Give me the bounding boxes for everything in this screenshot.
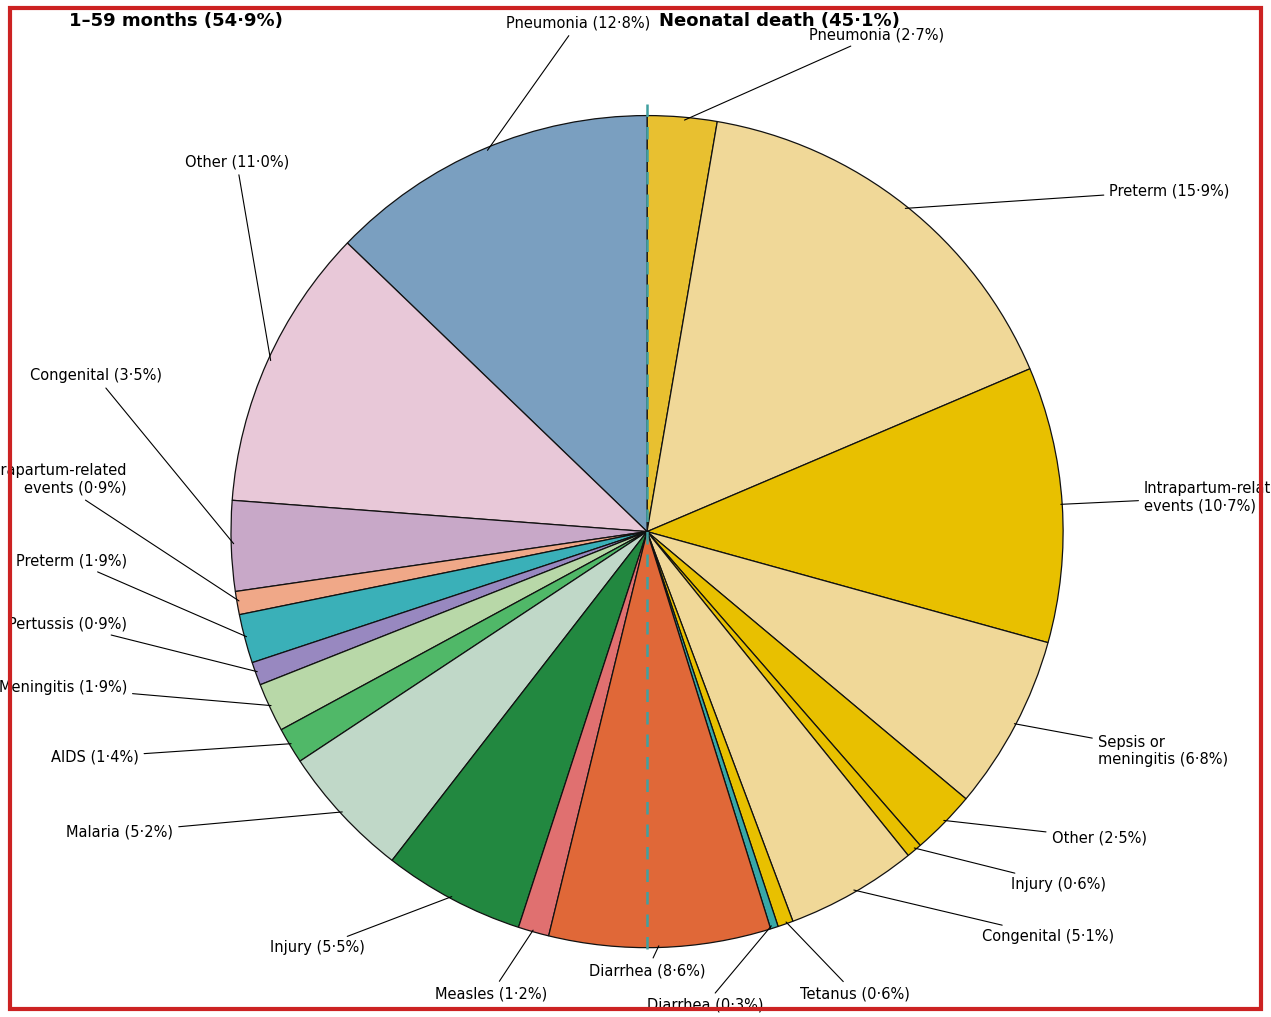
Text: Diarrhea (8·6%): Diarrhea (8·6%) bbox=[588, 946, 705, 978]
Text: Malaria (5·2%): Malaria (5·2%) bbox=[66, 812, 342, 840]
Wedge shape bbox=[231, 500, 647, 592]
Wedge shape bbox=[252, 532, 647, 684]
Text: Injury (0·6%): Injury (0·6%) bbox=[914, 848, 1106, 892]
Wedge shape bbox=[281, 532, 647, 761]
Text: Preterm (1·9%): Preterm (1·9%) bbox=[15, 553, 247, 637]
Wedge shape bbox=[647, 532, 920, 855]
Wedge shape bbox=[647, 532, 1049, 798]
Text: Other (11·0%): Other (11·0%) bbox=[184, 155, 289, 361]
Wedge shape bbox=[647, 532, 909, 921]
Text: Pneumonia (12·8%): Pneumonia (12·8%) bbox=[488, 15, 649, 151]
Text: Intrapartum-related
events (0·9%): Intrapartum-related events (0·9%) bbox=[0, 464, 239, 601]
Wedge shape bbox=[647, 532, 966, 845]
Text: Diarrhea (0·3%): Diarrhea (0·3%) bbox=[647, 925, 771, 1013]
Text: Congenital (5·1%): Congenital (5·1%) bbox=[854, 890, 1115, 944]
Text: Measles (1·2%): Measles (1·2%) bbox=[435, 931, 547, 1002]
Wedge shape bbox=[647, 369, 1063, 643]
Text: Tetanus (0·6%): Tetanus (0·6%) bbox=[785, 922, 910, 1002]
Text: Preterm (15·9%): Preterm (15·9%) bbox=[905, 183, 1230, 208]
Text: Other (2·5%): Other (2·5%) bbox=[944, 821, 1146, 845]
Text: Pneumonia (2·7%): Pneumonia (2·7%) bbox=[685, 27, 944, 120]
Wedge shape bbox=[347, 116, 647, 532]
Wedge shape bbox=[235, 532, 647, 614]
Wedge shape bbox=[549, 532, 770, 948]
Wedge shape bbox=[647, 532, 778, 929]
Wedge shape bbox=[233, 243, 647, 532]
Wedge shape bbox=[261, 532, 647, 730]
Wedge shape bbox=[239, 532, 647, 663]
Wedge shape bbox=[519, 532, 647, 936]
Wedge shape bbox=[391, 532, 647, 928]
Text: Meningitis (1·9%): Meningitis (1·9%) bbox=[0, 680, 271, 706]
Text: Sepsis or
meningitis (6·8%): Sepsis or meningitis (6·8%) bbox=[1014, 724, 1228, 768]
Text: Intrapartum-related
events (10·7%): Intrapartum-related events (10·7%) bbox=[1061, 481, 1271, 514]
Text: Injury (5·5%): Injury (5·5%) bbox=[271, 897, 451, 955]
Text: AIDS (1·4%): AIDS (1·4%) bbox=[51, 743, 291, 765]
Text: Neonatal death (45·1%): Neonatal death (45·1%) bbox=[658, 11, 900, 29]
Text: 1–59 months (54·9%): 1–59 months (54·9%) bbox=[69, 11, 283, 29]
Text: Pertussis (0·9%): Pertussis (0·9%) bbox=[8, 616, 257, 671]
Wedge shape bbox=[647, 532, 793, 926]
Text: Congenital (3·5%): Congenital (3·5%) bbox=[29, 368, 234, 544]
Wedge shape bbox=[300, 532, 647, 860]
Wedge shape bbox=[647, 116, 717, 532]
Wedge shape bbox=[647, 122, 1030, 532]
